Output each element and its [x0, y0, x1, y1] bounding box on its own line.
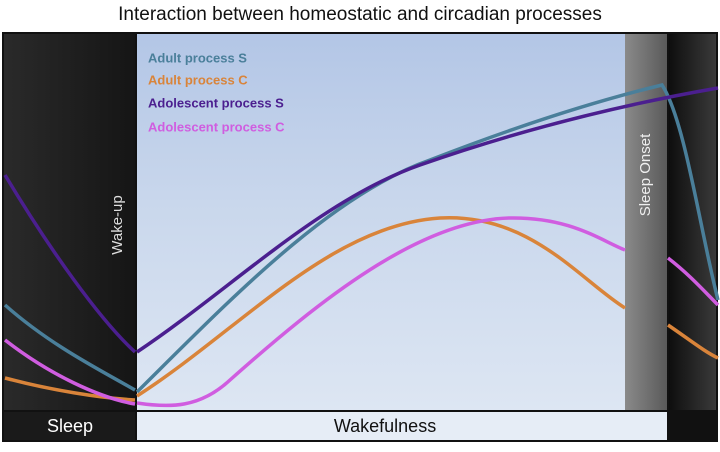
legend-item: Adult process C	[148, 72, 248, 87]
title: Interaction between homeostatic and circ…	[118, 4, 602, 25]
wake-up-label: Wake-up	[109, 195, 126, 254]
adult-c-curve	[136, 216, 626, 398]
legend-item: Adolescent process C	[148, 119, 285, 134]
adolescent-c-curve	[3, 338, 136, 406]
adult-c-curve	[667, 323, 719, 360]
legend-item: Adult process S	[148, 50, 247, 65]
sleep-onset-band	[625, 34, 667, 410]
adult-s-curve	[135, 83, 720, 394]
wake-panel	[137, 34, 625, 410]
curves	[3, 83, 720, 408]
adolescent-c-curve	[666, 256, 720, 307]
sleep-onset-label: Sleep Onset	[637, 133, 654, 216]
adolescent-s-curve	[136, 86, 719, 354]
adolescent-c-curve	[136, 216, 626, 408]
legend-item: Adolescent process S	[148, 95, 284, 110]
sleep-box	[4, 412, 135, 440]
adult-s-curve	[3, 303, 136, 392]
legend: Adult process S Adult process C Adolesce…	[148, 50, 285, 134]
wakefulness-label: Wakefulness	[334, 416, 436, 436]
adult-c-curve	[4, 376, 136, 402]
sleep-label: Sleep	[47, 416, 93, 436]
wakefulness-box	[137, 412, 667, 440]
adolescent-s-curve	[3, 174, 137, 354]
sleep-panel	[4, 34, 135, 410]
